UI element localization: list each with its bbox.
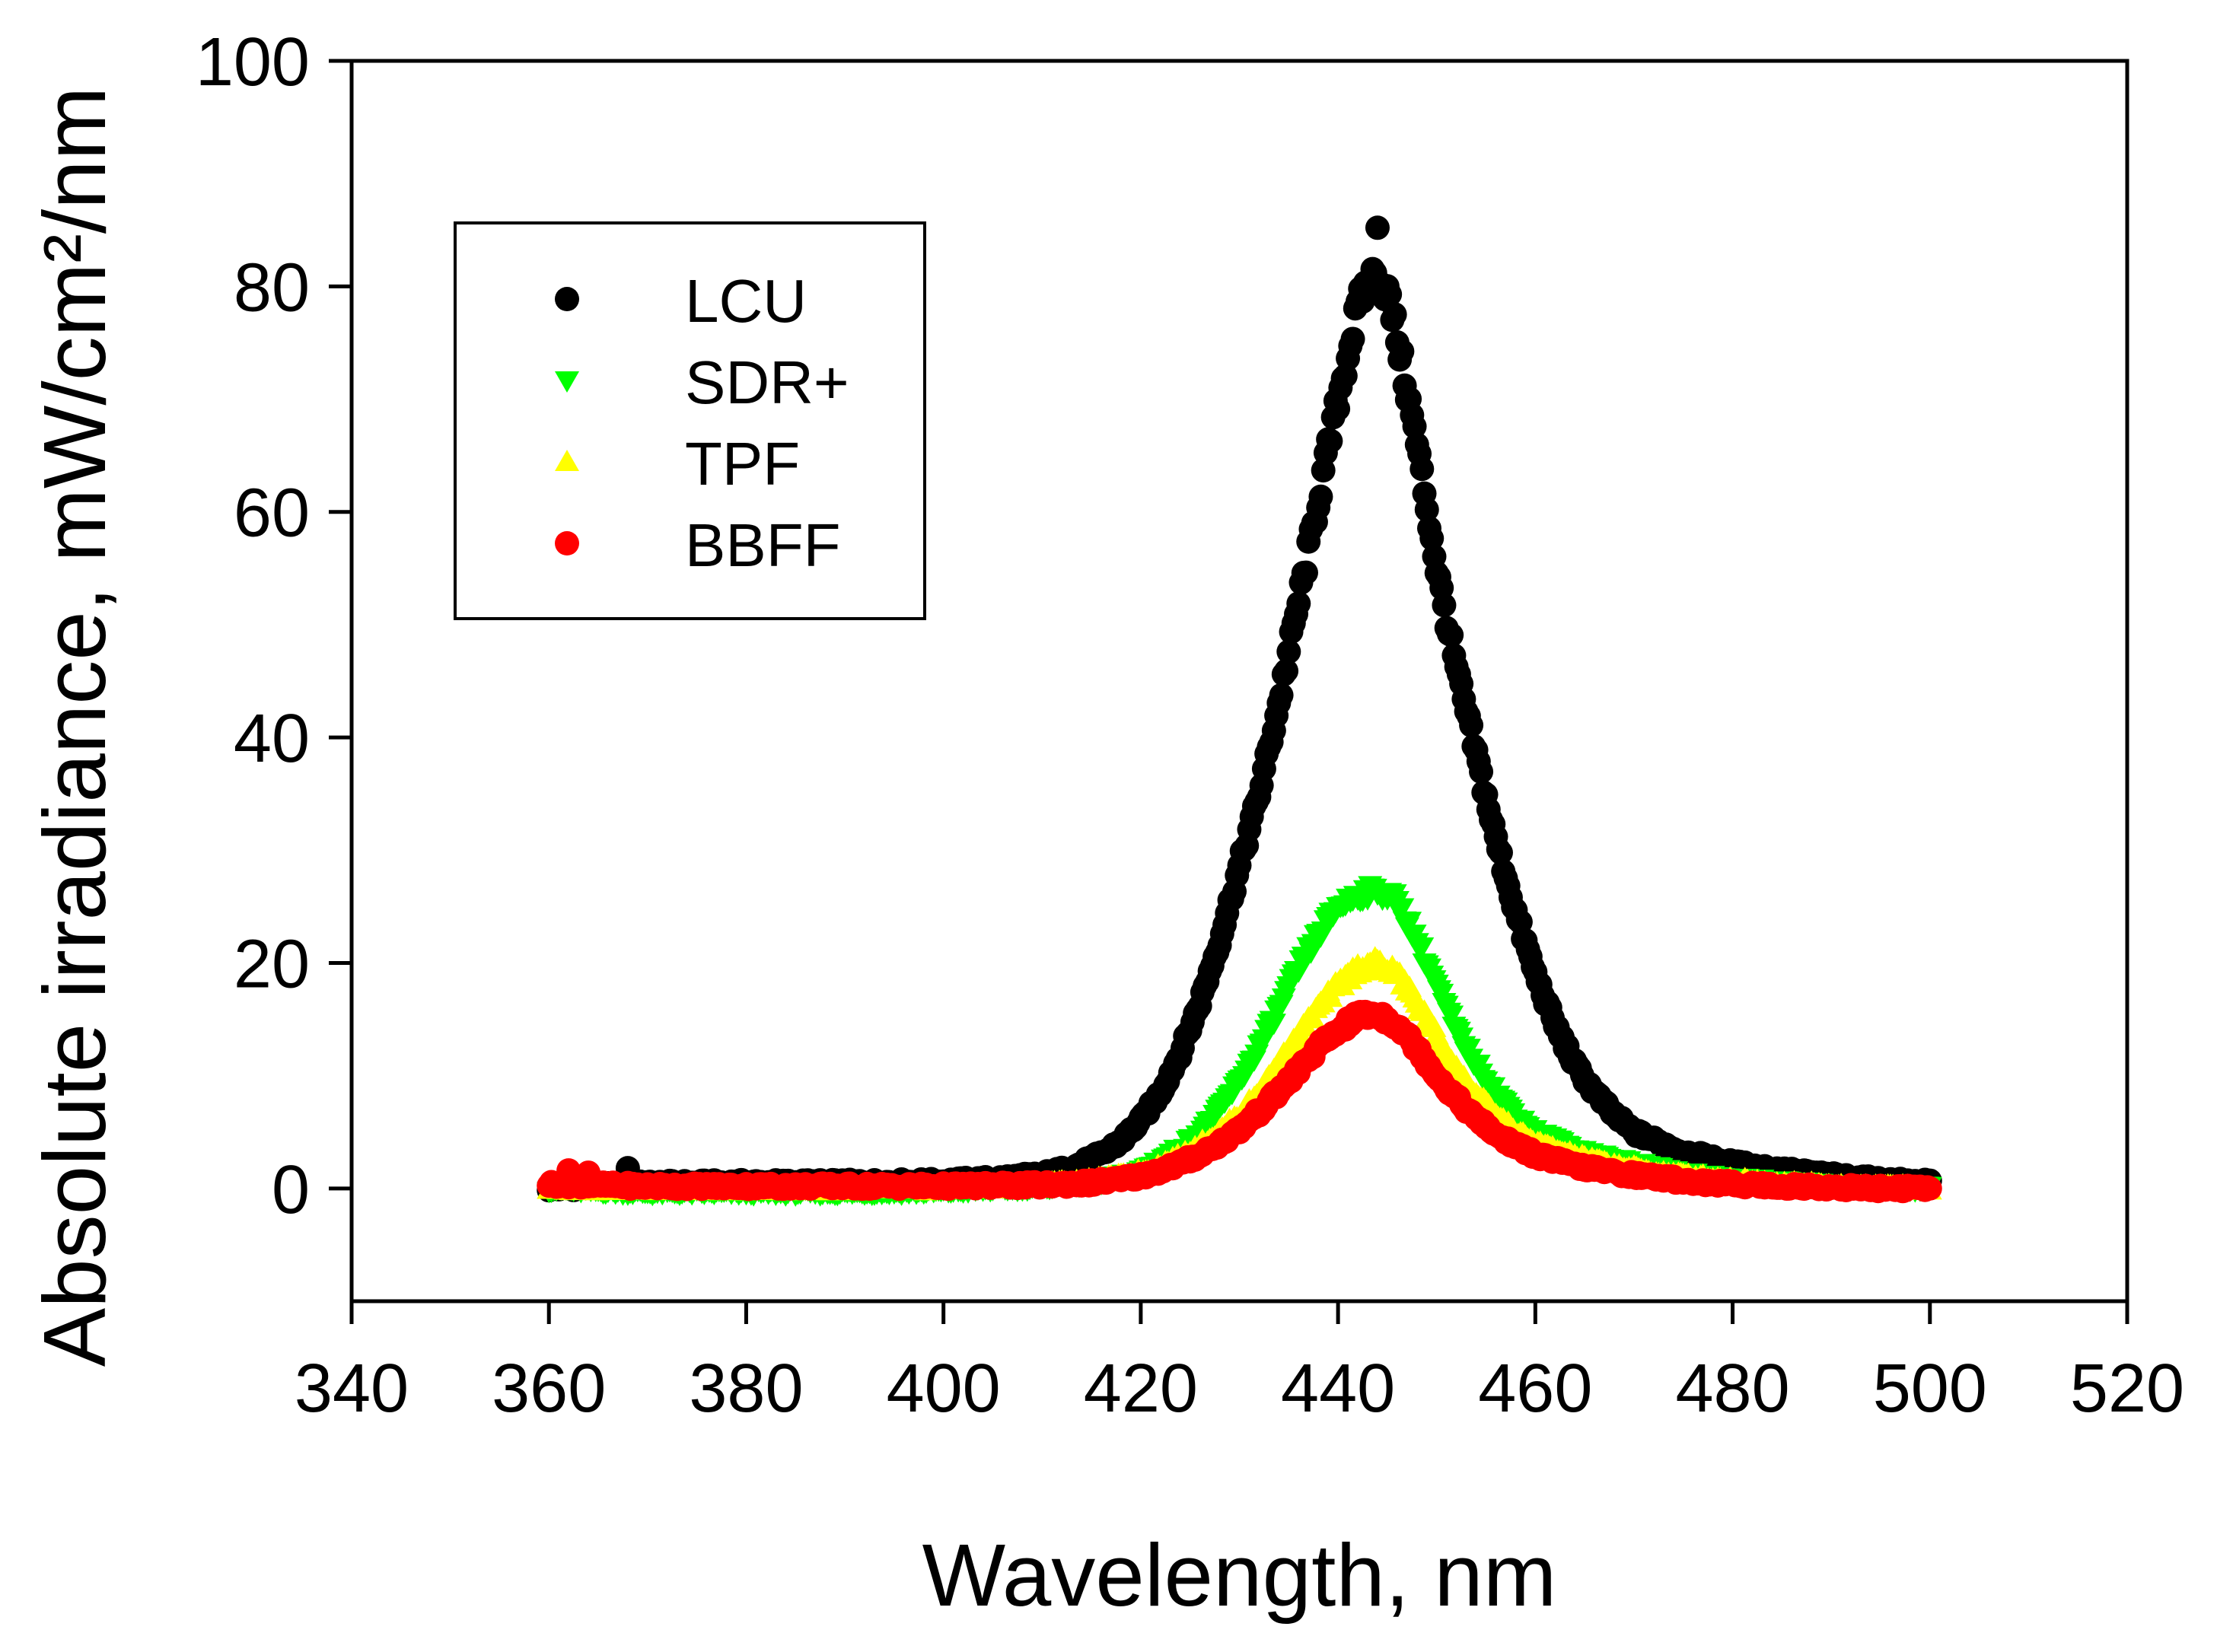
legend-label: SDR+ [685, 349, 849, 416]
legend-marker [555, 287, 579, 311]
data-point [1269, 683, 1294, 708]
data-point [1917, 1176, 1942, 1201]
legend-marker [555, 371, 579, 393]
data-point [1390, 339, 1415, 364]
legend-label: TPF [685, 430, 800, 498]
data-point [1274, 658, 1299, 683]
series-layer [537, 215, 1942, 1207]
data-point [1469, 759, 1494, 785]
x-tick-label: 500 [1873, 1351, 1987, 1427]
y-tick-label: 100 [196, 24, 310, 100]
data-point [1410, 457, 1435, 482]
data-point [1318, 985, 1343, 1007]
data-point [1276, 639, 1301, 664]
legend-item-bbff: BBFF [555, 511, 840, 579]
data-point [1432, 593, 1457, 618]
data-point [1402, 414, 1427, 439]
data-point [1397, 912, 1422, 934]
x-tick-label: 520 [2070, 1351, 2184, 1427]
x-tick-label: 480 [1675, 1351, 1789, 1427]
x-tick-label: 360 [492, 1351, 606, 1427]
x-axis-title: Wavelength, nm [922, 1526, 1557, 1625]
legend-item-tpf: TPF [555, 430, 800, 498]
data-point [1419, 526, 1445, 551]
data-point [576, 1160, 601, 1186]
data-point [1340, 326, 1365, 352]
data-point [1390, 898, 1415, 920]
data-point [1261, 1014, 1286, 1036]
legend: LCU SDR+ TPF BBFF [454, 221, 926, 620]
data-point [1439, 1005, 1464, 1027]
legend-label: BBFF [685, 511, 840, 579]
data-point [1308, 484, 1333, 509]
data-point [1326, 396, 1351, 422]
legend-marker [555, 450, 579, 471]
data-point [556, 1158, 581, 1183]
data-point [1311, 921, 1336, 944]
x-tick-label: 400 [887, 1351, 1001, 1427]
x-tick-label: 340 [295, 1351, 409, 1427]
legend-item-sdr: SDR+ [555, 349, 849, 416]
plot-area-frame [349, 59, 2129, 1303]
data-point [1382, 302, 1407, 327]
y-tick-label: 60 [234, 476, 310, 552]
y-tick-label: 80 [234, 250, 310, 326]
data-point [1378, 282, 1403, 307]
legend-item-lcu: LCU [555, 267, 807, 335]
legend-box [454, 221, 926, 620]
y-axis-title: Absolute irradiance, mW/cm²/nm [25, 87, 124, 1367]
data-point [1293, 560, 1318, 585]
axis-ticks: 340 360 380 400 420 440 460 480 500 520 0 20 40 60 80 1… [196, 24, 2184, 1427]
data-point [1318, 428, 1343, 454]
data-point [1459, 713, 1484, 738]
data-point [1365, 215, 1390, 240]
x-tick-label: 420 [1084, 1351, 1198, 1427]
data-point [1439, 622, 1464, 648]
y-tick-label: 0 [272, 1152, 310, 1228]
x-tick-label: 440 [1281, 1351, 1395, 1427]
y-tick-label: 20 [234, 926, 310, 1002]
data-point [1286, 591, 1311, 616]
legend-label: LCU [685, 267, 807, 335]
x-tick-label: 460 [1478, 1351, 1592, 1427]
data-point [1410, 937, 1435, 959]
data-point [1414, 497, 1439, 522]
data-point [1488, 840, 1513, 865]
x-tick-label: 380 [689, 1351, 803, 1427]
series-bbff [537, 999, 1942, 1204]
y-tick-label: 40 [234, 701, 310, 777]
legend-marker [555, 531, 579, 555]
